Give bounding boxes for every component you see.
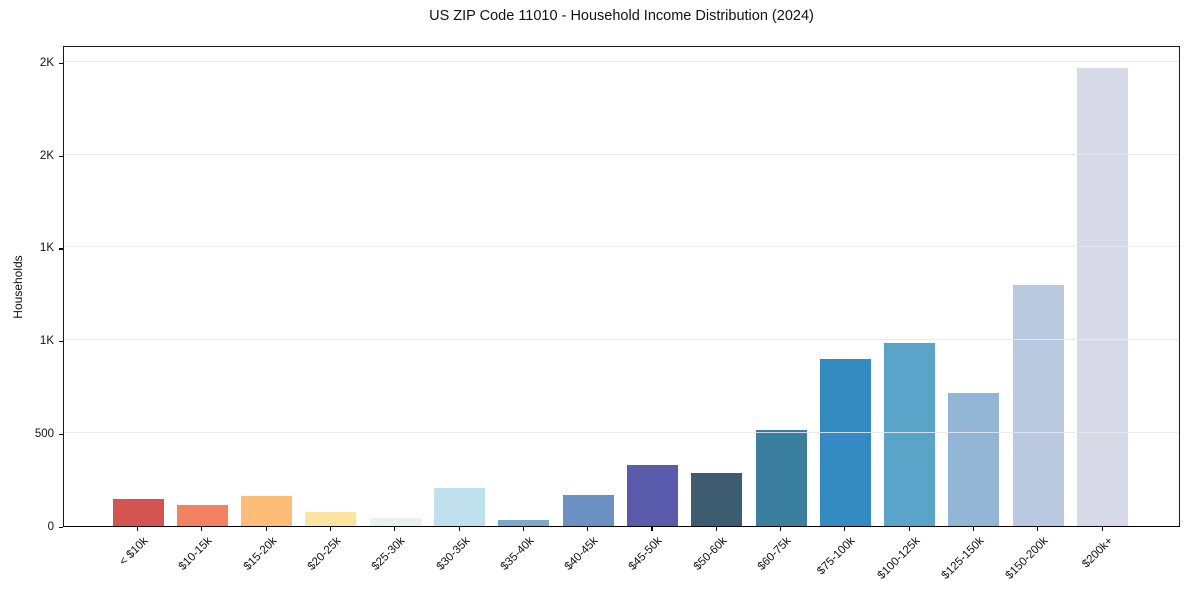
x-tick-label: $200k+ <box>1079 535 1115 571</box>
x-tick-mark <box>587 527 589 531</box>
x-tick-mark <box>329 527 332 531</box>
x-tick-label: $10-15k <box>176 535 215 573</box>
x-tick-label: $20-25k <box>305 535 344 573</box>
bar <box>884 343 936 526</box>
x-tick-mark <box>458 527 460 531</box>
bar <box>948 393 1000 526</box>
x-axis: < $10k $10-15k $15-20k $20-25k $25-30k $30-35… <box>63 527 1180 590</box>
y-tick-label: 1K <box>39 335 54 348</box>
x-tick-label: $25-30k <box>369 535 408 573</box>
y-tick-label: 1K <box>39 242 54 255</box>
x-tick-mark <box>137 527 139 531</box>
x-tick-label: $45-50k <box>627 535 665 573</box>
x-tick-label: $30-35k <box>434 535 472 573</box>
bar <box>691 472 743 526</box>
y-tick-mark <box>59 527 63 529</box>
x-tick-label: $40-45k <box>562 535 601 573</box>
x-tick-mark <box>1037 527 1039 531</box>
x-tick-label: $75-100k <box>815 535 858 578</box>
y-tick-mark <box>59 155 63 157</box>
gridline <box>64 246 1179 248</box>
bar <box>434 487 485 526</box>
y-tick-label: 2K <box>39 149 54 162</box>
bar <box>498 520 550 526</box>
bar <box>241 495 293 526</box>
y-tick-mark <box>59 248 63 250</box>
gridline <box>64 153 1179 155</box>
gridline <box>64 60 1179 62</box>
x-tick-mark <box>780 527 782 531</box>
bar <box>176 504 228 526</box>
bar <box>305 512 357 526</box>
x-tick-mark <box>265 527 267 531</box>
x-tick-mark <box>972 527 975 531</box>
y-tick-mark <box>59 62 63 64</box>
x-tick-label: < $10k <box>117 535 151 569</box>
x-tick-mark <box>908 527 910 531</box>
x-tick-label: $15-20k <box>241 535 280 573</box>
bar <box>369 518 421 526</box>
plot-area <box>63 46 1180 527</box>
y-tick-label: 0 <box>47 521 54 533</box>
x-tick-label: $100-125k <box>875 535 923 582</box>
x-tick-label: $150-200k <box>1003 535 1051 582</box>
bar <box>626 465 678 526</box>
chart-title: US ZIP Code 11010 - Household Income Dis… <box>429 8 814 24</box>
bar <box>819 358 871 526</box>
x-tick-label: $35-40k <box>498 535 537 573</box>
bar <box>112 499 164 526</box>
y-tick-mark <box>59 341 63 343</box>
y-tick-label: 2K <box>39 56 54 69</box>
x-tick-mark <box>844 527 846 531</box>
y-tick-mark <box>59 434 63 436</box>
x-tick-label: $60-75k <box>755 535 794 573</box>
bar <box>562 494 614 526</box>
x-tick-label: $125-150k <box>939 535 987 582</box>
bar <box>1077 67 1128 526</box>
x-tick-mark <box>651 527 653 531</box>
x-tick-mark <box>522 527 524 531</box>
bar <box>1012 285 1064 526</box>
x-tick-mark <box>715 527 717 531</box>
bar <box>755 429 807 526</box>
y-tick-label: 500 <box>34 428 54 441</box>
x-tick-mark <box>201 527 203 531</box>
x-tick-mark <box>394 527 396 531</box>
x-tick-label: $50-60k <box>691 535 730 573</box>
x-tick-mark <box>1101 527 1103 531</box>
y-axis: 0 500 1K 1K 2K 2K <box>0 46 63 533</box>
